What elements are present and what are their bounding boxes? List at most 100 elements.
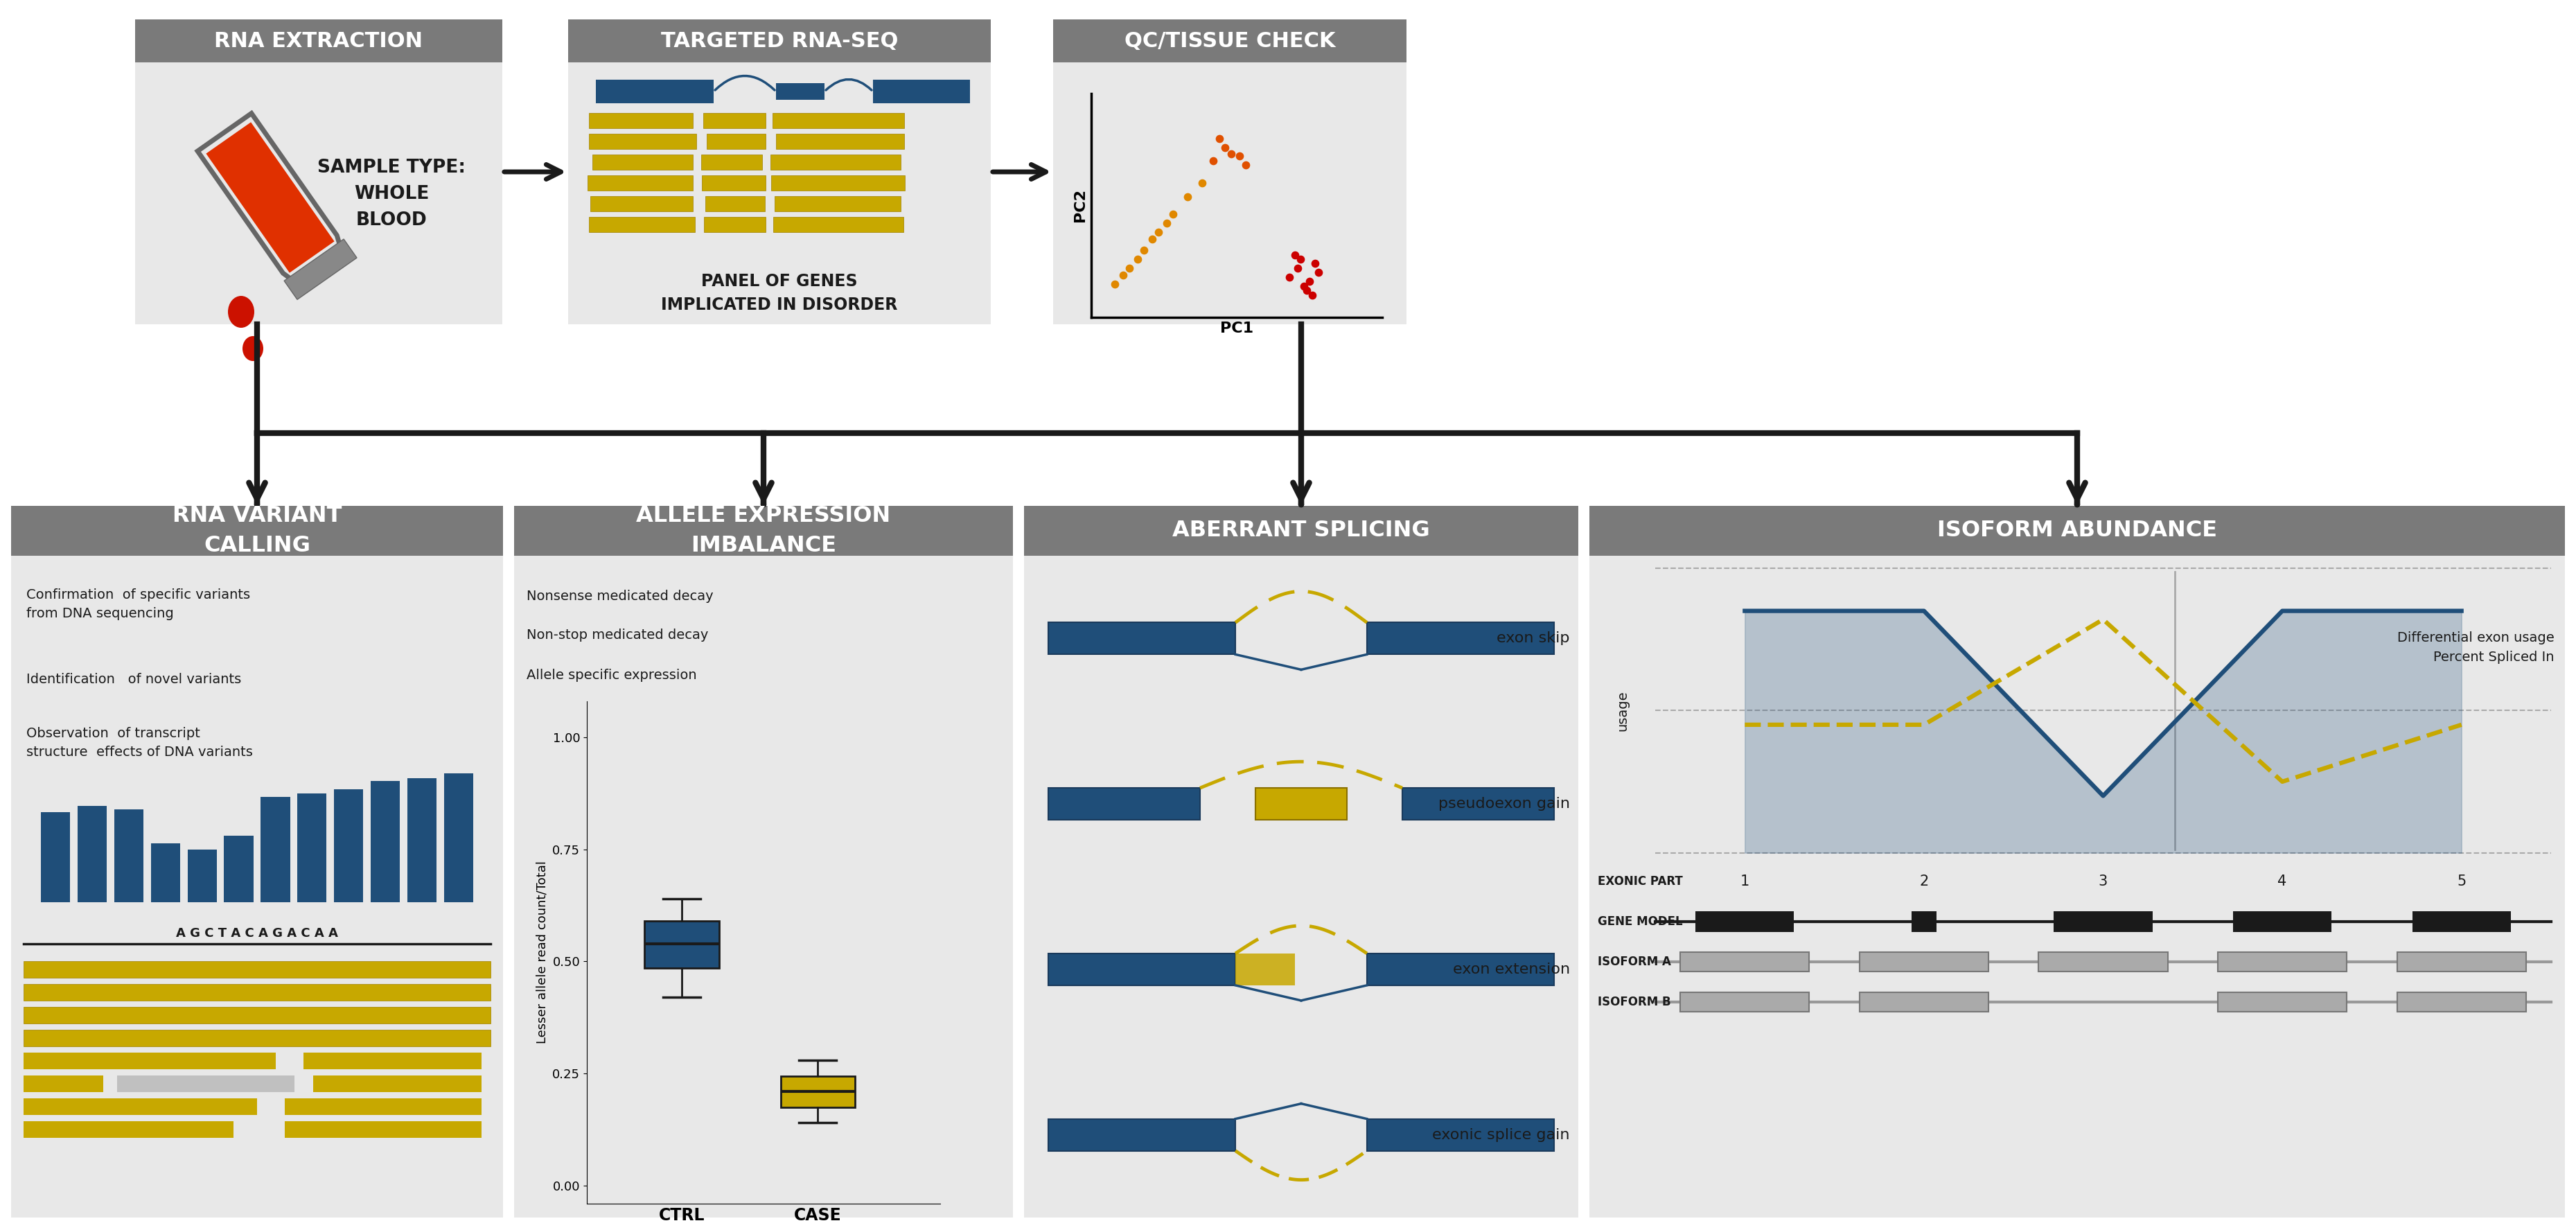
- Bar: [1054, 63, 1406, 325]
- Point: [1167, 187, 1208, 207]
- Bar: [1025, 506, 1579, 556]
- Text: 5: 5: [2458, 875, 2465, 888]
- Bar: [23, 961, 489, 978]
- Text: Confirmation  of specific variants
from DNA sequencing: Confirmation of specific variants from D…: [26, 588, 250, 620]
- Text: Allele specific expression: Allele specific expression: [526, 668, 696, 681]
- Point: [1296, 253, 1337, 273]
- Point: [1103, 264, 1144, 284]
- Bar: [770, 176, 904, 191]
- Text: exon skip: exon skip: [1497, 631, 1569, 646]
- Point: [1206, 138, 1247, 157]
- Bar: [1236, 953, 1296, 985]
- Text: EXONIC PART: EXONIC PART: [1597, 875, 1682, 887]
- Bar: [2398, 952, 2527, 972]
- Bar: [775, 134, 904, 149]
- Point: [1211, 144, 1252, 164]
- Bar: [443, 774, 474, 903]
- Bar: [775, 196, 902, 212]
- Text: Non-stop medicated decay: Non-stop medicated decay: [526, 629, 708, 642]
- Bar: [23, 1007, 489, 1023]
- Bar: [515, 556, 1012, 1218]
- Bar: [286, 1098, 482, 1114]
- Bar: [1860, 952, 1989, 972]
- Point: [1288, 272, 1329, 292]
- Bar: [2218, 993, 2347, 1011]
- Point: [1280, 250, 1321, 269]
- Text: Identification   of novel variants: Identification of novel variants: [26, 673, 242, 685]
- Bar: [1368, 953, 1553, 985]
- Bar: [314, 1075, 482, 1092]
- X-axis label: PC1: PC1: [1221, 321, 1255, 335]
- PathPatch shape: [644, 921, 719, 968]
- Bar: [873, 80, 971, 103]
- Bar: [23, 1053, 276, 1069]
- Point: [1146, 214, 1188, 234]
- Bar: [592, 155, 693, 170]
- Bar: [1025, 556, 1579, 1218]
- Text: 4: 4: [2277, 875, 2287, 888]
- Point: [1198, 128, 1239, 148]
- Point: [1139, 223, 1180, 242]
- Bar: [10, 556, 502, 1218]
- Bar: [590, 216, 696, 232]
- Bar: [706, 134, 765, 149]
- Bar: [587, 176, 693, 191]
- Bar: [23, 1075, 103, 1092]
- Bar: [10, 506, 502, 556]
- Bar: [590, 196, 693, 212]
- Bar: [515, 506, 1012, 556]
- Point: [1291, 285, 1332, 305]
- Bar: [706, 196, 765, 212]
- Bar: [116, 1075, 294, 1092]
- Bar: [1048, 788, 1200, 820]
- Point: [1298, 263, 1340, 283]
- Text: ISOFORM B: ISOFORM B: [1597, 995, 1672, 1009]
- Text: SAMPLE TYPE:
WHOLE
BLOOD: SAMPLE TYPE: WHOLE BLOOD: [317, 159, 466, 229]
- Text: ISOFORM A: ISOFORM A: [1597, 956, 1672, 968]
- Bar: [1255, 788, 1347, 820]
- Bar: [23, 1030, 489, 1047]
- Bar: [569, 63, 992, 325]
- Text: A G C T A C A G A C A A: A G C T A C A G A C A A: [175, 927, 337, 940]
- Point: [1278, 258, 1319, 278]
- Point: [1108, 258, 1149, 278]
- Bar: [590, 113, 693, 128]
- Text: exonic splice gain: exonic splice gain: [1432, 1128, 1569, 1141]
- Bar: [1048, 1119, 1236, 1151]
- Bar: [2398, 993, 2527, 1011]
- Bar: [2233, 911, 2331, 932]
- Text: Differential exon usage
Percent Spliced In: Differential exon usage Percent Spliced …: [2398, 632, 2555, 664]
- Bar: [701, 155, 762, 170]
- Bar: [23, 1098, 258, 1114]
- Text: GENE MODEL: GENE MODEL: [1597, 915, 1682, 927]
- Text: ISOFORM ABUNDANCE: ISOFORM ABUNDANCE: [1937, 520, 2218, 541]
- Bar: [590, 134, 696, 149]
- Bar: [775, 84, 824, 100]
- Y-axis label: Lesser allele read count/Total: Lesser allele read count/Total: [536, 861, 549, 1044]
- Bar: [224, 835, 252, 903]
- Bar: [152, 844, 180, 903]
- Point: [1123, 240, 1164, 260]
- Point: [1267, 267, 1309, 287]
- Bar: [2038, 952, 2166, 972]
- PathPatch shape: [781, 1076, 855, 1107]
- Bar: [304, 1053, 482, 1069]
- Bar: [1680, 952, 1808, 972]
- Ellipse shape: [227, 296, 255, 327]
- Text: 3: 3: [2099, 875, 2107, 888]
- Bar: [1048, 953, 1236, 985]
- Text: pseudoexon gain: pseudoexon gain: [1437, 797, 1569, 811]
- Text: Nonsense medicated decay: Nonsense medicated decay: [526, 589, 714, 603]
- Text: Observation  of transcript
structure  effects of DNA variants: Observation of transcript structure effe…: [26, 727, 252, 759]
- Point: [1131, 229, 1172, 248]
- Point: [1224, 155, 1265, 175]
- Bar: [701, 176, 765, 191]
- Bar: [260, 797, 291, 903]
- Bar: [286, 1122, 482, 1138]
- Bar: [1695, 911, 1793, 932]
- Ellipse shape: [242, 336, 263, 362]
- Point: [1118, 250, 1159, 269]
- Point: [1218, 146, 1260, 166]
- Bar: [77, 806, 108, 903]
- Text: TARGETED RNA-SEQ: TARGETED RNA-SEQ: [662, 31, 899, 50]
